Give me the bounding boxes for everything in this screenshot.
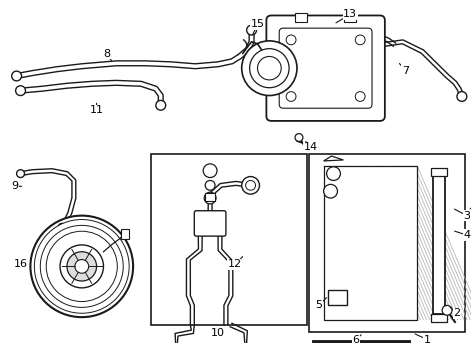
Bar [205, 193, 215, 201]
Circle shape [327, 167, 340, 181]
Bar [121, 229, 129, 239]
Text: 7: 7 [402, 66, 409, 76]
Circle shape [242, 41, 297, 96]
Circle shape [324, 184, 337, 198]
Text: 5: 5 [315, 300, 322, 310]
Circle shape [257, 56, 281, 80]
Circle shape [246, 181, 255, 190]
Text: 13: 13 [343, 9, 357, 19]
Text: 15: 15 [250, 19, 264, 29]
Circle shape [30, 216, 133, 317]
Polygon shape [324, 156, 343, 161]
Bar [431, 314, 447, 322]
Circle shape [58, 223, 66, 231]
Bar [295, 13, 307, 22]
Circle shape [355, 92, 365, 101]
Circle shape [205, 181, 215, 190]
Circle shape [203, 164, 217, 177]
Circle shape [246, 25, 256, 35]
FancyBboxPatch shape [279, 28, 372, 108]
Text: 10: 10 [211, 328, 225, 338]
Circle shape [286, 35, 296, 45]
Circle shape [17, 170, 25, 177]
Text: 4: 4 [463, 230, 470, 240]
Text: 2: 2 [453, 308, 461, 318]
Text: 14: 14 [304, 142, 318, 152]
Text: 1: 1 [424, 335, 431, 345]
FancyBboxPatch shape [328, 290, 347, 306]
Circle shape [457, 92, 467, 101]
Circle shape [172, 347, 182, 348]
Circle shape [67, 252, 97, 281]
Circle shape [242, 176, 259, 194]
Text: 9: 9 [11, 181, 18, 191]
FancyBboxPatch shape [194, 211, 226, 236]
Circle shape [60, 245, 103, 288]
Circle shape [35, 220, 129, 313]
Circle shape [204, 192, 216, 204]
Circle shape [12, 71, 21, 81]
Text: 11: 11 [90, 105, 104, 115]
Circle shape [250, 49, 289, 88]
Circle shape [442, 306, 452, 315]
Circle shape [286, 92, 296, 101]
Text: 8: 8 [103, 48, 110, 58]
Text: 16: 16 [14, 259, 27, 269]
Circle shape [16, 86, 26, 96]
Bar [433, 172, 445, 314]
Circle shape [355, 35, 365, 45]
Text: 3: 3 [463, 211, 470, 221]
Circle shape [156, 101, 166, 110]
Bar [151, 154, 307, 325]
Circle shape [40, 226, 123, 307]
FancyBboxPatch shape [266, 15, 385, 121]
Bar [309, 154, 465, 332]
Circle shape [295, 134, 303, 141]
Circle shape [241, 347, 251, 348]
FancyArrowPatch shape [330, 166, 340, 178]
Circle shape [46, 231, 117, 301]
Text: 6: 6 [353, 335, 360, 345]
Bar [324, 166, 417, 320]
Circle shape [75, 260, 89, 273]
Bar [345, 13, 356, 22]
Bar [431, 168, 447, 176]
Text: 12: 12 [228, 259, 242, 269]
